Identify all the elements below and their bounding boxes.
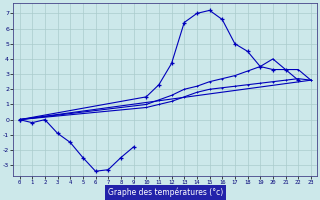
X-axis label: Graphe des températures (°c): Graphe des températures (°c): [108, 188, 223, 197]
